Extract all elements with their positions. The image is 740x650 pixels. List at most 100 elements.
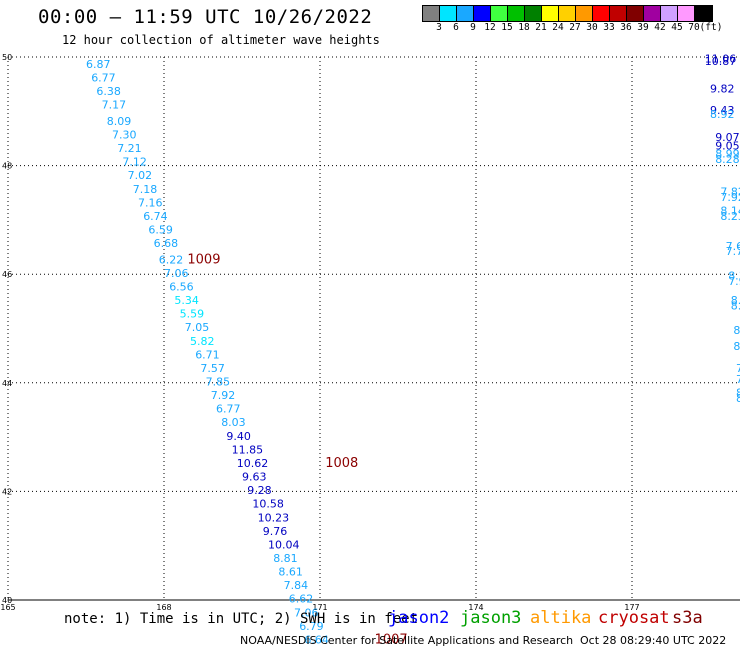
color-scale-label: 21	[535, 22, 547, 33]
wave-height-value: 10.04	[268, 538, 300, 551]
page-title: 00:00 – 11:59 UTC 10/26/2022	[38, 6, 373, 28]
color-swatch-4	[491, 6, 508, 21]
color-scale-label: 42	[654, 22, 666, 33]
longitude-tick-label: 171	[312, 603, 327, 612]
wave-height-value: 10.23	[258, 511, 290, 524]
color-scale-label: 9	[470, 22, 476, 33]
wave-height-value: 8.92	[710, 108, 735, 121]
wave-height-value: 8.61	[278, 566, 303, 579]
color-scale-label: 33	[603, 22, 615, 33]
satellite-label-altika: altika	[530, 608, 592, 628]
wave-height-value: 8.28	[715, 153, 740, 166]
color-swatch-2	[457, 6, 474, 21]
pressure-low-label: 1007	[375, 632, 408, 647]
color-scale-label: 12	[484, 22, 496, 33]
color-scale-label: 3	[436, 22, 442, 33]
color-scale-label: 30	[586, 22, 598, 33]
color-swatch-6	[525, 6, 542, 21]
wave-height-value: 7.60	[726, 240, 740, 253]
latitude-tick-label: 42	[2, 487, 12, 496]
longitude-tick-label: 174	[468, 603, 483, 612]
satellite-label-jason3: jason3	[460, 608, 522, 628]
color-swatch-1	[440, 6, 457, 21]
pressure-low-label: 1009	[187, 252, 220, 267]
wave-height-value: 7.92	[211, 389, 236, 402]
latitude-tick-label: 40	[2, 596, 12, 605]
wave-height-value: 6.77	[91, 71, 116, 84]
color-swatch-8	[559, 6, 576, 21]
wave-height-value: 7.02	[128, 169, 153, 182]
wave-height-value: 10.58	[252, 498, 284, 511]
wave-height-value: 7.12	[122, 156, 146, 169]
wave-height-value: 7.16	[138, 196, 163, 209]
color-swatch-9	[576, 6, 593, 21]
wave-height-value: 7.06	[164, 267, 189, 280]
color-swatch-13	[644, 6, 661, 21]
wave-height-value: 7.92	[720, 191, 740, 204]
page-subtitle: 12 hour collection of altimeter wave hei…	[62, 33, 380, 47]
wave-height-value: 9.07	[715, 131, 740, 144]
latitude-tick-label: 50	[2, 53, 12, 62]
pressure-low-label: 1008	[325, 456, 358, 471]
wave-height-value: 9.63	[242, 471, 267, 484]
color-scale-label: 27	[569, 22, 581, 33]
color-scale-label: 36	[620, 22, 632, 33]
wave-height-value: 5.34	[174, 294, 199, 307]
wave-height-value: 8.09	[107, 115, 132, 128]
wave-height-value: 8.03	[221, 416, 246, 429]
longitude-tick-label: 177	[624, 603, 639, 612]
color-swatch-14	[661, 6, 678, 21]
wave-height-value: 10.62	[237, 457, 268, 470]
wave-height-value: 8.14	[720, 204, 740, 217]
wave-height-value: 7.82	[720, 185, 740, 198]
color-swatch-10	[593, 6, 610, 21]
latitude-tick-label: 46	[2, 270, 12, 279]
wave-height-value: 9.28	[247, 484, 272, 497]
wave-height-value: 6.22	[159, 253, 184, 266]
color-scale-label: 39	[637, 22, 649, 33]
wave-height-value: 7.84	[284, 579, 309, 592]
color-swatch-0	[423, 6, 440, 21]
wave-height-value: 7.06	[294, 606, 319, 619]
satellite-label-jason2: jason2	[388, 608, 450, 628]
color-scale-label: 70	[688, 22, 700, 33]
wave-height-value: 11.06	[705, 52, 737, 65]
wave-height-value: 8.64	[736, 392, 740, 405]
wave-height-value: 9.43	[710, 104, 735, 117]
satellite-label-s3a: s3a	[672, 608, 703, 628]
color-scale-bar	[422, 5, 713, 22]
wave-height-value: 7.85	[206, 376, 231, 389]
latitude-tick-label: 44	[2, 379, 12, 388]
wave-height-value: 7.30	[112, 128, 137, 141]
color-swatch-3	[474, 6, 491, 21]
wave-height-value: 10.87	[705, 55, 737, 68]
wave-height-value: 6.68	[154, 237, 179, 250]
wave-height-value: 7.21	[117, 142, 142, 155]
longitude-tick-label: 165	[0, 603, 15, 612]
color-swatch-16	[695, 6, 712, 21]
color-scale-label: (ft)	[699, 22, 723, 33]
wave-height-value: 7.17	[102, 99, 127, 112]
credit-text: NOAA/NESDIS Center for Satellite Applica…	[240, 634, 574, 647]
color-scale-label: 24	[552, 22, 564, 33]
wave-height-value: 8.95	[733, 324, 740, 337]
latitude-tick-label: 48	[2, 162, 12, 171]
footer-note: note: 1) Time is in UTC; 2) SWH is in fe…	[64, 611, 419, 627]
wave-height-value: 7.18	[133, 183, 158, 196]
color-swatch-11	[610, 6, 627, 21]
wave-height-value: 8.23	[720, 210, 740, 223]
wave-height-value: 7.05	[185, 321, 210, 334]
wave-height-value: 5.82	[190, 335, 215, 348]
generation-timestamp: Oct 28 08:29:40 UTC 2022	[580, 634, 727, 647]
wave-height-value: 7.77	[736, 373, 740, 386]
wave-height-value: 9.05	[715, 139, 740, 152]
color-scale-labels: 3 6 9 12 15 18 21 24 27 30 33 36 39 42 45 70 (ft)	[422, 22, 740, 34]
wave-height-value: 6.59	[148, 223, 173, 236]
wave-height-value: 8.81	[273, 552, 298, 565]
wave-height-value: 6.64	[304, 633, 329, 646]
wave-height-value: 7.73	[726, 245, 740, 258]
wave-height-value: 8.61	[733, 340, 740, 353]
wave-height-value: 5.59	[180, 308, 205, 321]
wave-height-value: 7.57	[200, 362, 225, 375]
color-scale-label: 6	[453, 22, 459, 33]
